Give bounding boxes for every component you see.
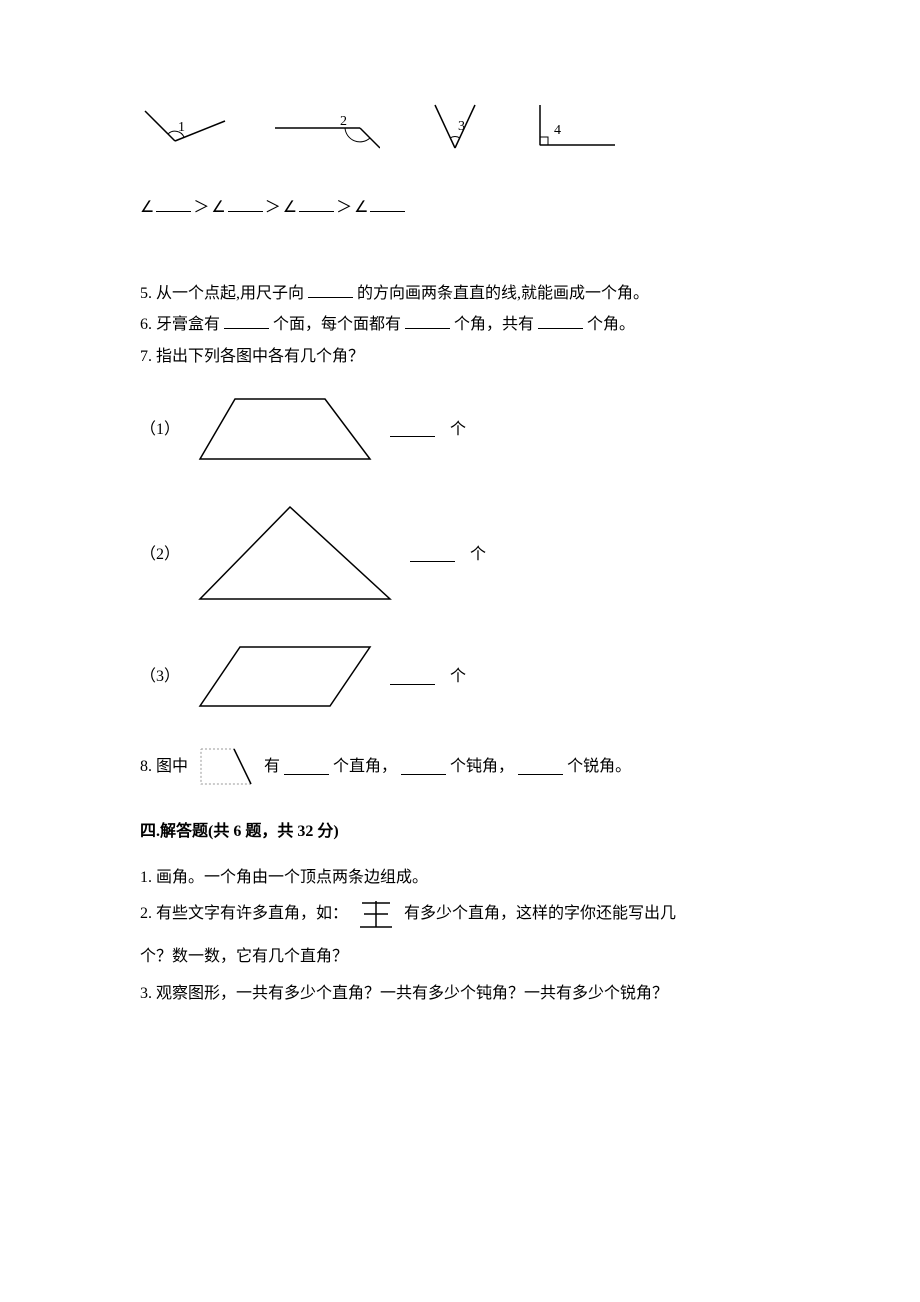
- question-7-title: 7. 指出下列各图中各有几个角？: [140, 344, 780, 370]
- s4q2-prefix: 2. 有些文字有许多直角，如：: [140, 901, 348, 927]
- trapezoid-svg: [195, 389, 375, 469]
- angle-2-label: 2: [340, 114, 347, 129]
- q5-prefix: 5. 从一个点起,用尺子向: [140, 285, 304, 302]
- q8-blank-1: [284, 759, 329, 775]
- angle-symbol-2: ∠: [211, 195, 225, 221]
- q7-shape-2-row: （2） 个: [140, 499, 780, 609]
- s4q1-text: 1. 画角。一个角由一个顶点两条边组成。: [140, 869, 428, 886]
- question-5: 5. 从一个点起,用尺子向 的方向画两条直直的线,就能画成一个角。: [140, 281, 780, 307]
- q6-blank-1: [224, 313, 269, 329]
- q7-1-unit: 个: [450, 417, 466, 443]
- s4-question-2-line1: 2. 有些文字有许多直角，如： 有多少个直角，这样的字你还能写出几: [140, 897, 780, 932]
- gt-symbol-2: ＞: [265, 195, 281, 221]
- q8-shape-svg: [196, 744, 256, 789]
- blank-3: [299, 196, 334, 212]
- q7-title-text: 7. 指出下列各图中各有几个角？: [140, 348, 364, 365]
- q5-blank: [308, 282, 353, 298]
- q6-mid2: 个角，共有: [454, 316, 534, 333]
- s4q2-mid: 有多少个直角，这样的字你还能写出几: [404, 901, 676, 927]
- q8-mid3: 个钝角，: [450, 754, 514, 780]
- angle-1-svg: 1: [140, 103, 230, 153]
- angle-3-svg: 3: [420, 100, 490, 155]
- angle-2-svg: 2: [270, 103, 380, 153]
- q7-sub2-label: （2）: [140, 542, 180, 568]
- q8-blank-2: [401, 759, 446, 775]
- angle-3-label: 3: [458, 119, 465, 134]
- q7-3-blank: [390, 669, 435, 685]
- gt-symbol-3: ＞: [336, 195, 352, 221]
- s4-question-3: 3. 观察图形，一共有多少个直角？一共有多少个钝角？一共有多少个锐角？: [140, 981, 780, 1007]
- question-6: 6. 牙膏盒有 个面，每个面都有 个角，共有 个角。: [140, 312, 780, 338]
- question-8: 8. 图中 有 个直角， 个钝角， 个锐角。: [140, 744, 780, 789]
- q6-mid1: 个面，每个面都有: [273, 316, 401, 333]
- q6-suffix: 个角。: [587, 316, 635, 333]
- triangle-svg: [195, 499, 395, 609]
- s4-question-2-line2: 个？数一数，它有几个直角？: [140, 944, 780, 970]
- angle-symbol-3: ∠: [283, 195, 297, 221]
- q8-prefix: 8. 图中: [140, 754, 188, 780]
- q5-suffix: 的方向画两条直直的线,就能画成一个角。: [357, 285, 649, 302]
- q7-3-unit: 个: [450, 664, 466, 690]
- q7-1-blank: [390, 421, 435, 437]
- gt-symbol-1: ＞: [193, 195, 209, 221]
- section-4-title-text: 四.解答题(共 6 题，共 32 分): [140, 823, 339, 840]
- q8-mid2: 个直角，: [333, 754, 397, 780]
- angle-4-svg: 4: [530, 100, 620, 155]
- q8-mid1: 有: [264, 754, 280, 780]
- blank-2: [228, 196, 263, 212]
- q7-shape-1-row: （1） 个: [140, 389, 780, 469]
- blank-4: [370, 196, 405, 212]
- q8-blank-3: [518, 759, 563, 775]
- angle-1-label: 1: [178, 120, 185, 135]
- section-4-title: 四.解答题(共 6 题，共 32 分): [140, 819, 780, 845]
- q6-blank-3: [538, 313, 583, 329]
- s4q3-text: 3. 观察图形，一共有多少个直角？一共有多少个钝角？一共有多少个锐角？: [140, 985, 668, 1002]
- q7-sub3-label: （3）: [140, 664, 180, 690]
- parallelogram-svg: [195, 639, 375, 714]
- q6-prefix: 6. 牙膏盒有: [140, 316, 220, 333]
- s4-question-1: 1. 画角。一个角由一个顶点两条边组成。: [140, 865, 780, 891]
- s4q2-line2-text: 个？数一数，它有几个直角？: [140, 948, 348, 965]
- angle-4-label: 4: [554, 123, 561, 138]
- angle-symbol-4: ∠: [354, 195, 368, 221]
- q7-shape-3-row: （3） 个: [140, 639, 780, 714]
- q6-blank-2: [405, 313, 450, 329]
- blank-1: [156, 196, 191, 212]
- q7-sub1-label: （1）: [140, 417, 180, 443]
- chinese-char-wang-svg: [356, 897, 396, 932]
- angle-diagram-row: 1 2 3 4: [140, 100, 780, 155]
- angle-symbol-1: ∠: [140, 195, 154, 221]
- q7-2-unit: 个: [470, 542, 486, 568]
- q8-suffix: 个锐角。: [567, 754, 631, 780]
- angle-comparison-line: ∠ ＞ ∠ ＞ ∠ ＞ ∠: [140, 195, 780, 221]
- q7-2-blank: [410, 546, 455, 562]
